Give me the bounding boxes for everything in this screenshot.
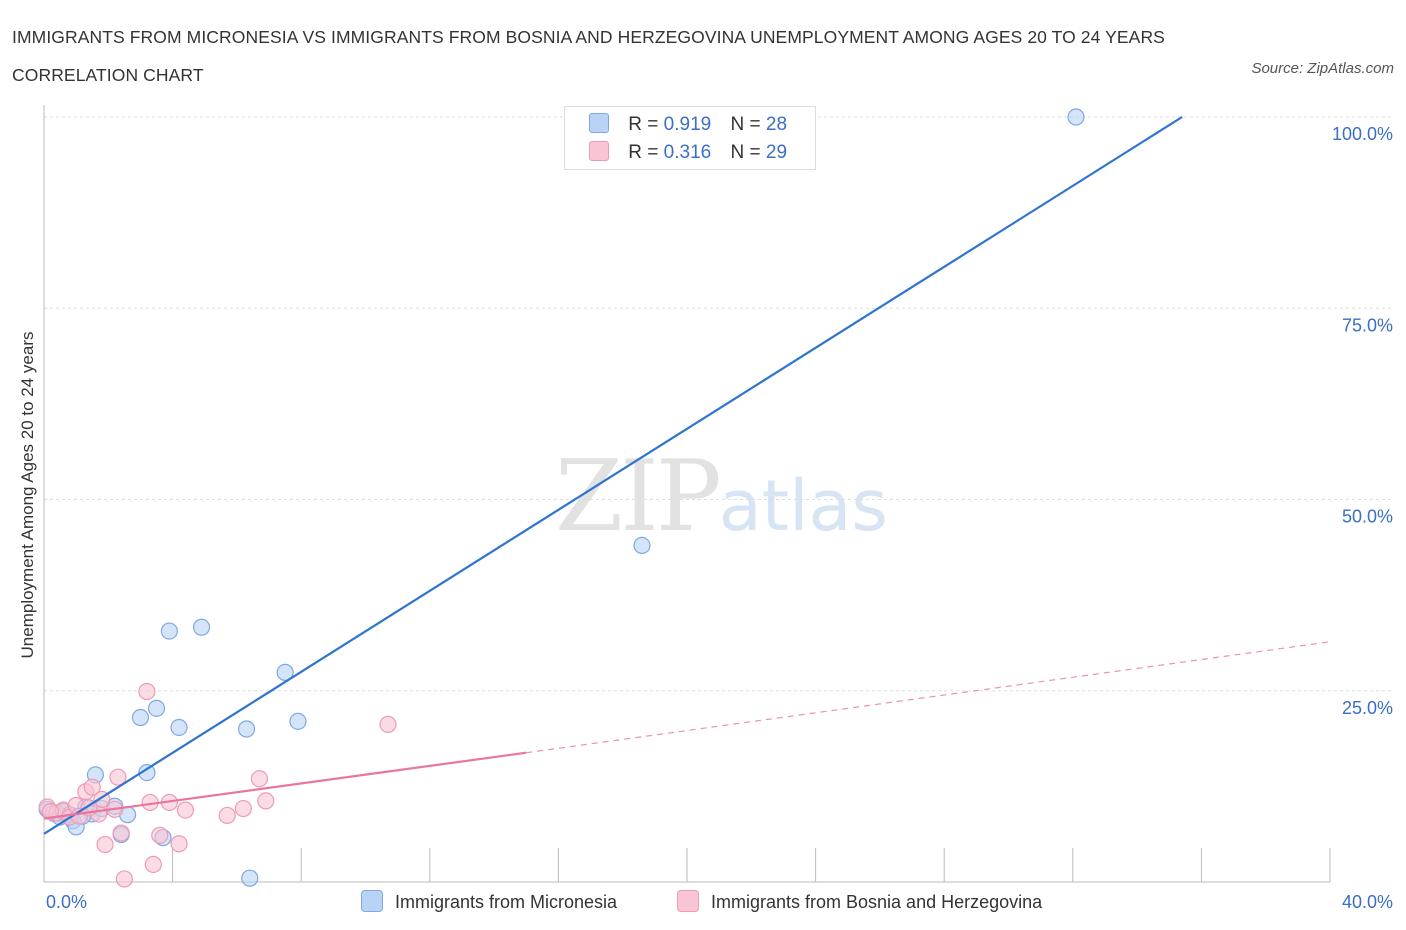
point-micronesia: [192, 618, 211, 636]
x-tick-label-max: 40.0%: [1342, 892, 1393, 912]
pink-swatch: [677, 890, 699, 912]
n-value: 28: [765, 114, 788, 135]
legend-label-bosnia: Immigrants from Bosnia and Herzegovina: [711, 892, 1043, 912]
point-micronesia: [241, 869, 259, 887]
trend-line-dashed-bosnia: [526, 641, 1331, 754]
x-tick-label-min: 0.0%: [46, 892, 87, 912]
point-micronesia: [633, 536, 651, 555]
point-micronesia: [147, 699, 166, 717]
blue-swatch: [589, 113, 609, 133]
chart-title: IMMIGRANTS FROM MICRONESIA VS IMMIGRANTS…: [12, 27, 1165, 85]
point-bosnia: [144, 855, 162, 874]
n-label: N =: [730, 142, 761, 163]
point-bosnia: [96, 835, 114, 854]
point-bosnia: [115, 870, 133, 888]
point-micronesia: [131, 708, 150, 727]
n-label: N =: [730, 114, 761, 135]
point-bosnia: [83, 778, 101, 796]
point-bosnia: [379, 715, 397, 734]
point-micronesia: [160, 622, 178, 640]
blue-swatch: [361, 890, 383, 912]
point-micronesia: [237, 720, 256, 738]
point-bosnia: [218, 806, 236, 825]
legend-item-bosnia: Immigrants from Bosnia and Herzegovina: [677, 890, 1042, 913]
legend-row-micronesia: R = 0.919 N = 28: [589, 113, 787, 137]
point-micronesia: [170, 718, 188, 737]
point-micronesia: [289, 712, 307, 730]
y-tick-label: 100.0%: [1332, 124, 1393, 144]
point-micronesia: [1067, 108, 1085, 126]
watermark-atlas: atlas: [718, 465, 888, 547]
point-bosnia: [257, 792, 275, 810]
point-bosnia: [234, 799, 252, 818]
point-bosnia: [112, 824, 130, 842]
trend-line-micronesia: [43, 116, 1183, 835]
point-micronesia: [138, 764, 156, 782]
pink-swatch: [589, 141, 609, 161]
point-bosnia: [151, 826, 169, 844]
point-bosnia: [250, 770, 269, 788]
legend-row-bosnia: R = 0.316 N = 29: [589, 141, 787, 165]
y-tick-label: 50.0%: [1342, 507, 1393, 527]
trend-line-bosnia: [43, 751, 527, 820]
r-label: R =: [628, 142, 659, 163]
r-value: 0.316: [663, 142, 712, 163]
n-value: 29: [765, 142, 788, 163]
point-bosnia: [138, 682, 156, 701]
r-value: 0.919: [663, 114, 712, 135]
point-bosnia: [176, 801, 195, 819]
legend-item-micronesia: Immigrants from Micronesia: [361, 890, 617, 913]
y-tick-label: 75.0%: [1342, 315, 1393, 335]
legend-label-micronesia: Immigrants from Micronesia: [395, 892, 618, 912]
y-tick-label: 25.0%: [1342, 698, 1393, 718]
r-label: R =: [628, 114, 659, 135]
point-bosnia: [109, 768, 127, 786]
point-micronesia: [276, 663, 294, 681]
source-label: Source: ZipAtlas.com: [1251, 60, 1394, 77]
point-bosnia: [41, 803, 60, 821]
correlation-legend: R = 0.919 N = 28 R = 0.316 N = 29: [564, 106, 816, 170]
point-bosnia: [170, 835, 188, 853]
